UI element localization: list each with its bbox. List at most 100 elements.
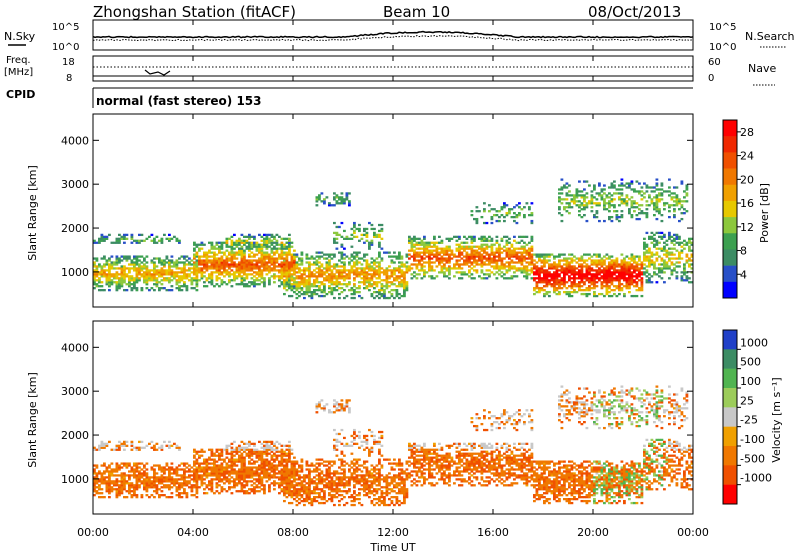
power-cell	[595, 275, 599, 278]
power-cell	[398, 283, 401, 286]
velocity-cell	[168, 440, 171, 444]
velocity-cell	[183, 480, 186, 483]
power-cell	[535, 267, 539, 270]
velocity-cell	[263, 462, 266, 465]
power-cell	[613, 265, 616, 268]
power-cell	[288, 263, 291, 266]
power-cell	[478, 255, 481, 258]
velocity-cell	[138, 466, 141, 469]
power-cell	[568, 202, 571, 205]
velocity-cell	[220, 470, 224, 473]
power-cell	[570, 198, 574, 201]
power-cell	[273, 257, 276, 260]
power-cell	[633, 202, 636, 205]
velocity-cell	[263, 450, 266, 453]
power-cell	[250, 241, 254, 244]
power-cell	[383, 279, 386, 282]
power-cell	[243, 251, 246, 254]
velocity-cell	[135, 474, 139, 477]
power-cell	[115, 283, 119, 286]
power-cell	[263, 255, 266, 258]
velocity-cell	[215, 460, 219, 463]
power-cell	[460, 263, 464, 266]
power-cell	[305, 287, 309, 290]
power-cell	[440, 261, 444, 264]
power-cell	[645, 249, 649, 252]
power-cell	[113, 241, 116, 244]
power-cell	[598, 261, 601, 264]
power-cell	[650, 259, 654, 262]
velocity-cell	[125, 444, 129, 447]
power-cell	[198, 271, 201, 274]
power-cell	[543, 261, 546, 264]
power-cell	[295, 275, 299, 278]
power-cell	[580, 194, 584, 197]
power-cell	[460, 267, 464, 270]
power-cell	[213, 263, 216, 266]
power-cell	[528, 257, 531, 260]
power-cell	[568, 204, 571, 207]
power-cell	[255, 245, 259, 248]
power-cell	[93, 287, 96, 290]
power-cell	[655, 178, 659, 181]
velocity-cell	[283, 492, 286, 495]
velocity-cell	[110, 486, 114, 489]
power-cell	[178, 277, 181, 280]
power-cell	[285, 245, 289, 248]
velocity-cell	[105, 442, 109, 445]
velocity-cell	[278, 484, 281, 487]
velocity-cell	[255, 474, 259, 477]
power-cell	[410, 255, 414, 258]
velocity-cell	[175, 466, 179, 469]
power-cell	[330, 275, 334, 278]
power-cell	[333, 253, 336, 256]
power-cell	[93, 281, 96, 284]
velocity-cell	[168, 476, 171, 479]
power-cell	[313, 292, 316, 296]
power-cell	[220, 267, 224, 270]
power-cell	[105, 277, 109, 280]
power-cell	[608, 206, 611, 209]
velocity-cell	[275, 476, 279, 479]
power-cell	[633, 200, 636, 203]
power-cell	[505, 212, 509, 215]
power-cell	[643, 241, 646, 244]
power-cell	[105, 279, 109, 282]
velocity-cell	[283, 460, 286, 463]
velocity-cell	[248, 448, 251, 451]
power-cell	[590, 277, 594, 280]
power-cell	[470, 263, 474, 266]
power-cell	[668, 206, 671, 209]
power-cell	[548, 283, 551, 286]
power-cell	[653, 253, 656, 256]
power-cell	[325, 253, 329, 256]
power-cell	[215, 261, 219, 264]
power-cell	[183, 255, 186, 258]
power-cell	[118, 233, 121, 237]
power-cell	[335, 263, 339, 266]
velocity-cell	[265, 444, 269, 447]
velocity-cell	[225, 452, 229, 455]
power-cell	[350, 267, 354, 270]
power-cell	[243, 283, 246, 286]
power-cell	[283, 287, 286, 290]
power-cell	[585, 265, 589, 268]
power-cell	[598, 194, 601, 197]
power-cell	[423, 243, 426, 246]
power-cell	[558, 273, 561, 276]
velocity-cell	[188, 486, 191, 489]
power-cell	[583, 180, 586, 183]
power-cell	[380, 283, 384, 286]
power-cell	[300, 287, 304, 290]
power-cell	[483, 261, 486, 264]
power-cell	[495, 263, 499, 266]
power-cell	[208, 251, 211, 254]
power-cell	[475, 210, 479, 213]
velocity-cell	[128, 476, 131, 479]
power-cell	[170, 265, 174, 268]
power-cell	[333, 265, 336, 268]
power-cell	[563, 269, 566, 272]
velocity-cell	[115, 492, 119, 495]
velocity-cell	[273, 460, 276, 463]
power-cell	[615, 265, 619, 268]
